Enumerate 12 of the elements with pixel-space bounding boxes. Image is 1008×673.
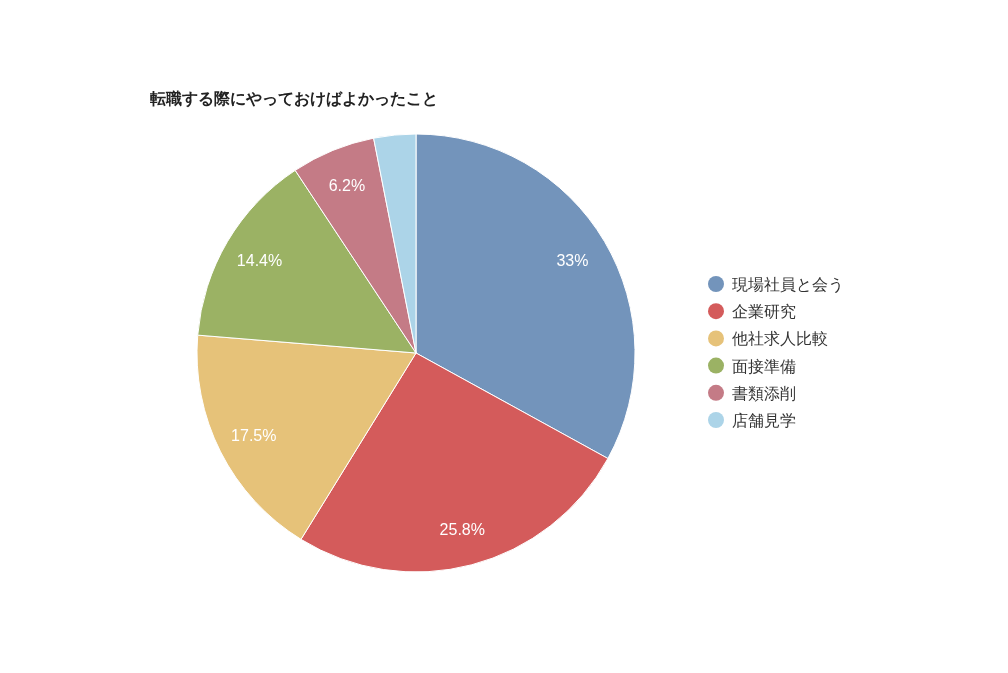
legend-label: 店舗見学 (732, 412, 796, 429)
legend-label: 企業研究 (732, 303, 796, 321)
data-label: 33% (556, 252, 589, 270)
data-label: 6.2% (328, 176, 366, 194)
legend-label: 他社求人比較 (732, 330, 828, 348)
data-label: 17.5% (231, 427, 277, 445)
legend-label: 書類添削 (732, 384, 796, 402)
chart-title: 転職する際にやっておけばよかったこと (150, 90, 438, 108)
data-label: 25.8% (439, 520, 485, 538)
legend-label: 面接準備 (732, 357, 796, 375)
data-label: 14.4% (236, 252, 283, 270)
legend-label: 現場社員と会う (732, 276, 844, 294)
